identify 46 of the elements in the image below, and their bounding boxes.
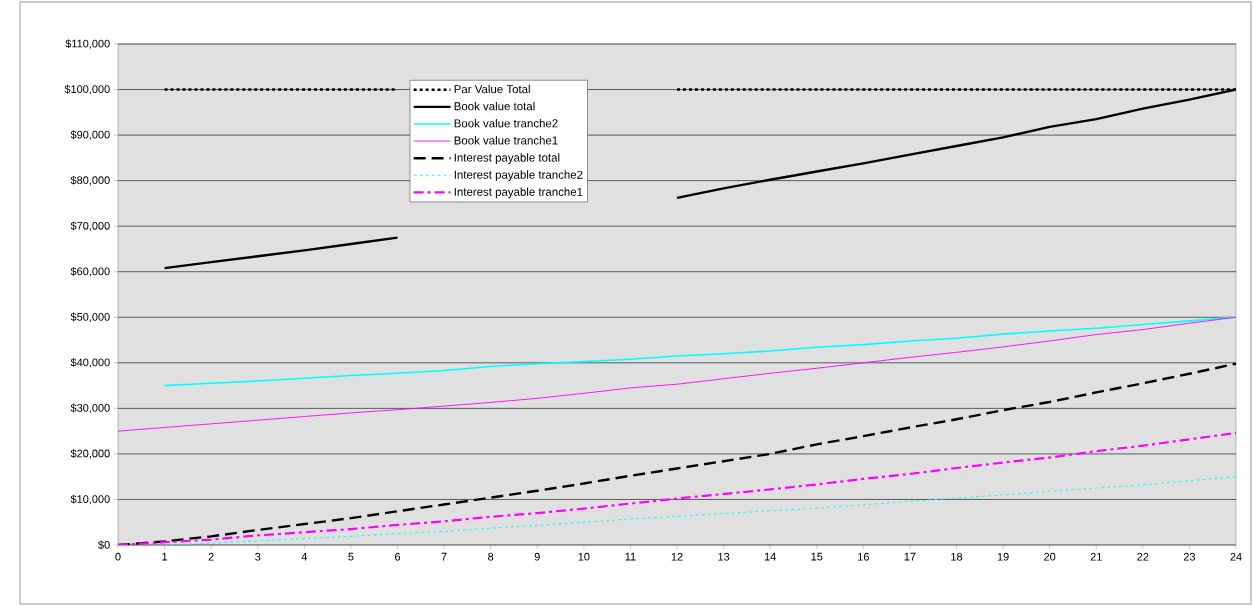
x-tick-label: 0 [115, 552, 121, 561]
x-tick-label: 10 [578, 552, 590, 561]
y-tick-label: $60,000 [70, 266, 110, 277]
x-tick-label: 6 [395, 552, 401, 561]
y-tick-label: $110,000 [65, 39, 110, 49]
x-tick-label: 15 [811, 552, 823, 561]
x-tick-label: 12 [671, 552, 683, 561]
series-label: Par Value Total [454, 84, 530, 94]
x-tick-label: 23 [1183, 552, 1196, 561]
x-tick-label: 4 [301, 552, 308, 561]
x-tick-label: 17 [904, 552, 916, 561]
y-tick-label: $90,000 [70, 130, 110, 140]
y-tick-label: $70,000 [70, 221, 110, 231]
x-tick-label: 13 [718, 552, 730, 561]
legend-label: Book value total [454, 101, 535, 111]
y-tick-label: $100,000 [64, 84, 110, 95]
y-tick-label: $20,000 [70, 449, 110, 459]
line-series [164, 476, 1236, 545]
x-tick-label: 11 [625, 552, 636, 561]
y-tick-label: $30,000 [70, 403, 110, 414]
x-tick-label: 19 [997, 552, 1009, 561]
y-tick-label: $10,000 [70, 494, 110, 505]
x-tick-label: 22 [1137, 552, 1149, 561]
y-tick-label: $50,000 [70, 312, 110, 323]
x-tick-label: 21 [1090, 552, 1102, 561]
x-tick-label: 8 [488, 552, 494, 561]
x-tick-label: 5 [348, 552, 354, 561]
x-tick-label: 1 [162, 552, 168, 561]
legend-label: Interest payable total [454, 153, 560, 164]
x-tick-label: 16 [858, 552, 869, 561]
y-tick-label: $0 [98, 540, 110, 550]
y-tick-label: $80,000 [70, 175, 110, 186]
x-tick-label: 20 [1044, 552, 1056, 561]
x-tick-label: 7 [441, 552, 447, 561]
line-series [118, 316, 1236, 432]
legend-label: Interest payable tranche2 [454, 170, 583, 182]
legend-label: Interest payable tranche1 [454, 187, 583, 199]
legend-label: Book value tranche2 [454, 118, 558, 128]
x-tick-label: 3 [255, 552, 261, 561]
x-tick-label: 2 [208, 552, 214, 561]
x-tick-label: 14 [764, 552, 776, 561]
y-tick-label: $40,000 [70, 358, 110, 368]
x-tick-label: 9 [534, 552, 540, 561]
legend-label: Book value tranche1 [454, 136, 558, 145]
x-tick-label: 24 [1230, 552, 1242, 561]
x-tick-label: 18 [951, 552, 963, 561]
